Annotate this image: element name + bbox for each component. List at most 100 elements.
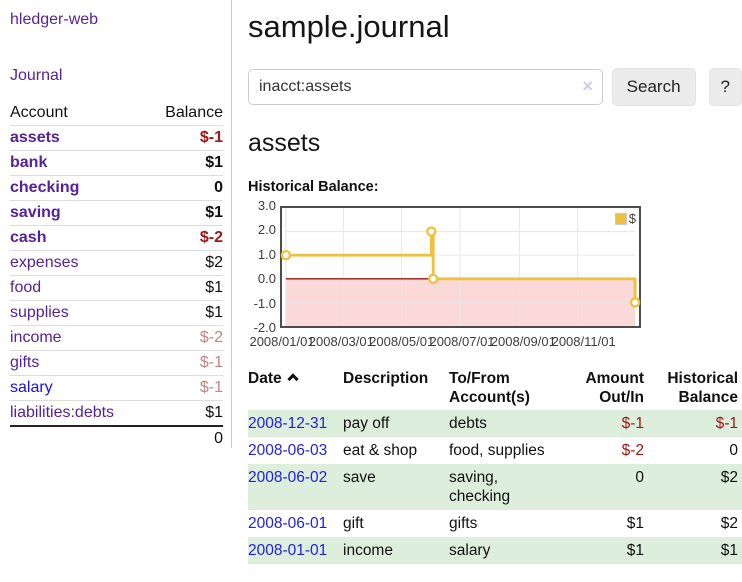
chart-legend: $ — [614, 211, 636, 226]
x-tick-label: 2008/07/01 — [429, 334, 495, 349]
transaction-amount: $-2 — [621, 442, 644, 459]
account-balance: $1 — [146, 300, 223, 326]
account-row: expenses $2 — [10, 250, 223, 276]
table-row: 2008-06-03 eat & shop food, supplies $-2 0 — [248, 437, 742, 464]
register-body: 2008-12-31 pay off debts $-1 $-1 2008-06-03 ea… — [248, 410, 742, 564]
transaction-accounts: gifts — [449, 515, 478, 532]
x-tick-label: 2008/05/01 — [369, 334, 435, 349]
transaction-description: eat & shop — [343, 442, 418, 459]
accounts-total-balance: 0 — [146, 425, 223, 451]
account-balance: $1 — [146, 150, 223, 176]
column-header-amount[interactable]: Amount Out/In — [585, 370, 644, 406]
account-row: supplies $1 — [10, 300, 223, 326]
account-row: saving $1 — [10, 200, 223, 226]
register-header-row: Date Description To/From Account(s) Amou… — [248, 366, 742, 410]
account-link-bank[interactable]: bank — [10, 154, 48, 171]
table-row: 2008-06-02 save saving, checking 0 $2 — [248, 464, 742, 510]
accounts-header-account: Account — [10, 104, 68, 121]
accounts-header-row: Account Balance — [10, 101, 223, 126]
account-link-assets[interactable]: assets — [10, 129, 60, 146]
column-header-accounts[interactable]: To/From Account(s) — [449, 370, 530, 406]
y-tick-label: 3.0 — [257, 198, 276, 213]
table-row: 2008-06-01 gift gifts $1 $2 — [248, 510, 742, 537]
y-tick-label: -2.0 — [253, 320, 276, 335]
accounts-total-row: 0 — [10, 425, 223, 451]
transaction-description: save — [343, 469, 376, 486]
column-header-balance[interactable]: Historical Balance — [667, 370, 738, 406]
account-balance: $1 — [146, 200, 223, 226]
account-link-food[interactable]: food — [10, 279, 42, 296]
account-balance: $-1 — [146, 125, 223, 151]
table-row: 2008-12-31 pay off debts $-1 $-1 — [248, 410, 742, 437]
legend-swatch-icon — [614, 212, 627, 225]
accounts-body: assets $-1 bank $1 checking 0 saving $1 cash $-2 e… — [10, 125, 223, 426]
transaction-amount: 0 — [635, 469, 644, 486]
column-header-date[interactable]: Date — [248, 366, 343, 410]
help-button[interactable]: ? — [708, 68, 742, 106]
y-tick-label: 0.0 — [257, 271, 276, 287]
transaction-accounts: debts — [449, 415, 487, 432]
chart-x-axis: 2008/01/01 2008/03/01 2008/05/01 2008/07/01… — [249, 334, 643, 350]
account-balance: $-2 — [146, 325, 223, 351]
account-balance: $2 — [146, 250, 223, 276]
account-link-gifts[interactable]: gifts — [10, 354, 40, 371]
transaction-date-link[interactable]: 2008-06-01 — [248, 515, 328, 532]
search-input[interactable] — [248, 69, 603, 105]
column-header-description[interactable]: Description — [343, 370, 429, 387]
x-tick-label: 2008/01/01 — [249, 334, 315, 349]
account-link-saving[interactable]: saving — [10, 204, 61, 221]
account-row: food $1 — [10, 275, 223, 301]
account-link-checking[interactable]: checking — [10, 179, 80, 196]
legend-label: $ — [628, 211, 636, 226]
chart-line — [280, 208, 641, 326]
account-link-salary[interactable]: salary — [10, 379, 53, 396]
page-title: sample.journal — [248, 9, 450, 44]
account-balance: $-1 — [146, 350, 223, 376]
transaction-amount: $1 — [626, 542, 644, 559]
transaction-date-link[interactable]: 2008-12-31 — [248, 415, 328, 432]
balance-chart: 3.0 2.0 1.0 0.0 -1.0 -2.0 $ 2008/01/01 2008/03… — [248, 199, 742, 352]
transaction-date-link[interactable]: 2008-06-02 — [248, 469, 328, 486]
account-row: gifts $-1 — [10, 350, 223, 376]
transaction-date-link[interactable]: 2008-06-03 — [248, 442, 328, 459]
account-link-income[interactable]: income — [10, 329, 62, 346]
app-title-link[interactable]: hledger-web — [10, 11, 99, 28]
register-table: Date Description To/From Account(s) Amou… — [248, 366, 742, 564]
clear-search-icon[interactable]: ✕ — [581, 78, 594, 94]
account-balance: 0 — [146, 175, 223, 201]
nav-journal-link[interactable]: Journal — [10, 67, 63, 84]
chart-plot: $ — [280, 206, 641, 328]
transaction-accounts: food, supplies — [449, 442, 545, 459]
account-link-liabilities-debts[interactable]: liabilities:debts — [10, 404, 115, 421]
y-tick-label: -1.0 — [253, 295, 276, 311]
account-row: salary $-1 — [10, 375, 223, 401]
transaction-date-link[interactable]: 2008-01-01 — [248, 542, 328, 559]
account-link-supplies[interactable]: supplies — [10, 304, 69, 321]
main-content: sample.journal ✕ Search ? assets Histori… — [248, 0, 742, 564]
transaction-description: income — [343, 542, 393, 559]
account-link-cash[interactable]: cash — [10, 229, 47, 246]
account-balance: $1 — [146, 400, 223, 426]
transaction-balance: $-1 — [715, 415, 738, 432]
account-link-expenses[interactable]: expenses — [10, 254, 79, 271]
y-tick-label: 1.0 — [257, 246, 276, 262]
transaction-balance: 0 — [729, 442, 738, 459]
chart-y-axis: 3.0 2.0 1.0 0.0 -1.0 -2.0 — [248, 199, 276, 335]
x-tick-label: 2008/03/01 — [308, 334, 374, 349]
sort-ascending-icon — [286, 373, 299, 385]
transaction-amount: $1 — [626, 515, 644, 532]
account-balance: $-1 — [146, 375, 223, 401]
accounts-table: Account Balance assets $-1 bank $1 checking 0… — [10, 101, 223, 451]
transaction-balance: $1 — [720, 542, 738, 559]
search-button[interactable]: Search — [611, 68, 696, 106]
chart-title: Historical Balance: — [248, 179, 379, 195]
transaction-accounts: saving, checking — [449, 469, 511, 505]
transaction-accounts: salary — [449, 542, 491, 559]
table-row: 2008-01-01 income salary $1 $1 — [248, 537, 742, 564]
x-tick-label: 2008/09/01 — [490, 334, 556, 349]
account-balance: $1 — [146, 275, 223, 301]
transaction-description: pay off — [343, 415, 390, 432]
x-tick-label: 2008/11/01 — [551, 334, 616, 349]
account-balance: $-2 — [146, 225, 223, 251]
